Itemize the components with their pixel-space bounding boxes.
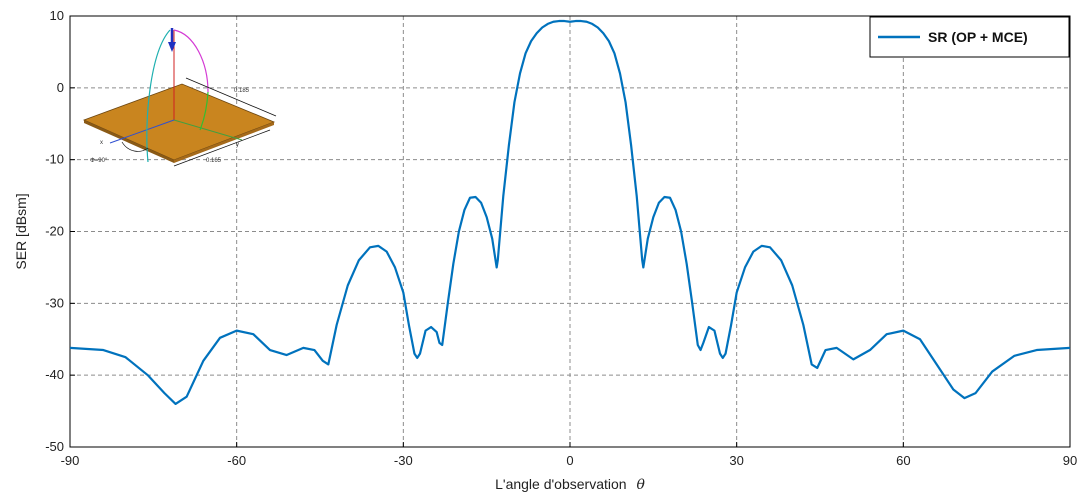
- inset-plate-edge-right: [174, 122, 274, 163]
- inset-y-axis-label: y: [236, 142, 239, 148]
- inset-dim-top-line: [185, 77, 277, 117]
- series-group: [69, 19, 1071, 405]
- y-tick-label: -40: [45, 367, 64, 382]
- y-tick-label: 10: [50, 8, 64, 23]
- inset-plate: [82, 83, 276, 161]
- y-axis-ticks: -50 -40 -30 -20 -10 0 10: [45, 8, 75, 454]
- x-axis-label-symbol: θ: [636, 477, 645, 493]
- x-tick-label: -90: [61, 453, 80, 468]
- y-tick-label: -30: [45, 295, 64, 310]
- legend-entry-label: SR (OP + MCE): [928, 29, 1028, 45]
- inset-geometry-illustration: 0.185 0.165 Φ=90° x y: [82, 28, 277, 167]
- inset-dim-side-label: 0.165: [206, 158, 222, 164]
- x-axis-ticks: -90 -60 -30 0 30 60 90: [61, 442, 1077, 468]
- grid: [70, 16, 1070, 447]
- inset-x-axis-label: x: [100, 140, 103, 146]
- inset-x-axis: [109, 119, 175, 144]
- inset-observation-arc-right: [173, 29, 209, 93]
- y-tick-label: -10: [45, 152, 64, 167]
- inset-plate-edge: [84, 120, 174, 163]
- inset-incidence-arrow-head: [168, 42, 176, 52]
- x-tick-label: 30: [729, 453, 743, 468]
- x-tick-label: -30: [394, 453, 413, 468]
- x-axis-label-text: L'angle d'observation: [495, 476, 626, 492]
- y-tick-label: -50: [45, 439, 64, 454]
- series-line-0: [69, 19, 1071, 405]
- inset-angle-label: Φ=90°: [90, 158, 108, 164]
- x-axis-label: L'angle d'observation θ: [495, 476, 645, 493]
- x-tick-label: -60: [227, 453, 246, 468]
- inset-dim-side-line: [173, 129, 271, 167]
- y-tick-label: 0: [57, 80, 64, 95]
- legend: SR (OP + MCE): [869, 16, 1070, 58]
- inset-angle-arc: [121, 141, 149, 152]
- x-tick-label: 60: [896, 453, 910, 468]
- inset-dim-top-label: 0.185: [234, 88, 250, 94]
- y-tick-label: -20: [45, 224, 64, 239]
- x-tick-label: 0: [566, 453, 573, 468]
- inset-observation-arc-right-lower: [199, 91, 209, 131]
- inset-y-axis: [173, 119, 243, 141]
- x-tick-label: 90: [1063, 453, 1077, 468]
- inset-observation-arc-left: [146, 29, 171, 163]
- y-axis-label: SER [dBsm]: [13, 193, 29, 269]
